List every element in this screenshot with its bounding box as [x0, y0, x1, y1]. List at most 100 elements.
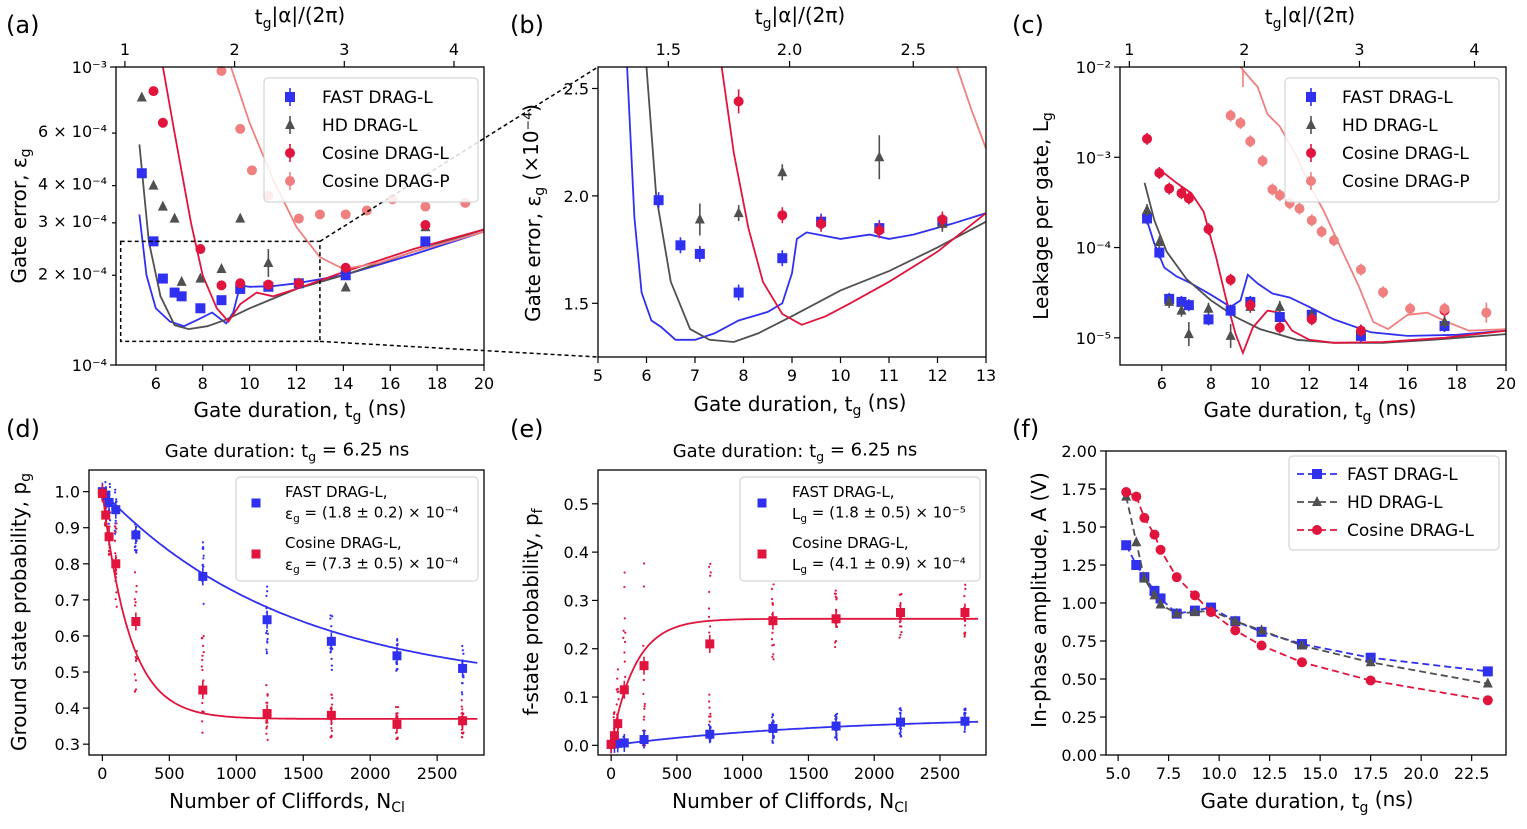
data-point — [216, 280, 227, 291]
data-point — [131, 617, 141, 627]
shot-dot — [331, 697, 334, 700]
data-point — [1176, 188, 1187, 199]
shot-dot — [771, 603, 774, 606]
x-tick-label: 20 — [474, 374, 494, 393]
legend-label: Lg​ = (1.8 ± 0.5) × 10⁻⁵ — [792, 504, 966, 526]
legend-marker — [251, 549, 261, 559]
data-point — [1121, 487, 1132, 498]
data-point — [606, 739, 616, 749]
shot-dot — [461, 682, 464, 685]
legend-marker — [285, 92, 295, 102]
data-point — [1154, 167, 1165, 178]
data-point — [1245, 136, 1256, 147]
x-tick-label: 8 — [198, 374, 208, 393]
data-point — [169, 287, 180, 298]
data-point — [1274, 322, 1285, 333]
top-tick-label: 2.5 — [901, 40, 926, 59]
data-point — [1131, 491, 1142, 502]
data-point — [1306, 215, 1317, 226]
legend-label: εg​ = (1.8 ± 0.2) × 10⁻⁴ — [285, 504, 459, 526]
y-tick-label: 0.2 — [564, 640, 589, 659]
top-tick-label: 2 — [1239, 40, 1249, 59]
shot-dot — [201, 731, 204, 734]
shot-dot — [396, 712, 399, 715]
shot-dot — [834, 589, 837, 592]
y-tick-label: 2.5 — [564, 79, 589, 98]
shot-dot — [108, 485, 112, 489]
panel-label-d: (d) — [6, 415, 40, 443]
data-point — [1155, 598, 1166, 609]
legend-marker — [1306, 176, 1316, 186]
x-tick-label: 7 — [690, 366, 700, 385]
data-point — [960, 608, 970, 617]
y-tick-label: 0.3 — [564, 591, 589, 610]
legend-marker — [285, 119, 295, 129]
y-tick-label: 2.0 — [564, 187, 589, 206]
fit-curve-hd — [645, 66, 987, 343]
data-point — [874, 225, 885, 236]
top-tick-label: 4 — [1469, 40, 1479, 59]
x-tick-label: 0 — [606, 764, 616, 783]
y-tick-label: 0.8 — [55, 555, 80, 574]
shot-dot — [834, 641, 837, 644]
data-point — [340, 262, 351, 273]
legend-label: Cosine DRAG-L, — [285, 534, 402, 552]
data-point — [1154, 236, 1165, 247]
x-tick-label: 1500 — [283, 764, 324, 783]
top-axis-label: tg​|α|/(2π) — [255, 3, 346, 32]
shot-dot — [772, 653, 775, 656]
shot-dot — [330, 664, 333, 667]
y-tick-label: 0.0 — [564, 736, 589, 755]
axes-a — [115, 66, 485, 366]
data-point — [733, 287, 744, 298]
fit-curve-hd — [138, 144, 485, 331]
x-tick-label: 16 — [380, 374, 400, 393]
x-axis-label: Gate duration, tg​ (ns) — [1201, 787, 1414, 816]
shot-dot — [115, 498, 118, 501]
shot-dot — [134, 604, 137, 607]
top-axis-label: tg​|α|/(2π) — [1265, 3, 1356, 32]
shot-dot — [115, 591, 118, 594]
x-tick-label: 2500 — [417, 764, 458, 783]
panel-c: 6810121416182010⁻⁵10⁻⁴10⁻³10⁻²1234tg​|α|… — [1029, 3, 1516, 425]
x-tick-label: 6 — [151, 374, 161, 393]
shot-dot — [202, 644, 205, 647]
zoom-line — [319, 340, 599, 358]
y-tick-label: 0.50 — [1061, 670, 1097, 689]
data-point — [1183, 328, 1194, 339]
y-tick-label: 0.9 — [55, 519, 80, 538]
panel-label-b: (b) — [510, 11, 544, 39]
data-point — [1439, 315, 1450, 326]
shot-dot — [708, 565, 711, 569]
data-point — [1267, 184, 1278, 195]
plot-title: Gate duration: tg​ = 6.25 ns — [673, 439, 918, 463]
data-point — [1176, 304, 1187, 315]
data-point — [263, 279, 274, 290]
data-point — [157, 117, 168, 128]
data-point — [1131, 560, 1142, 570]
y-axis-label: In-phase amplitude, A (V) — [1027, 472, 1051, 728]
fit-curve-fast — [138, 214, 485, 328]
data-point — [1365, 675, 1376, 686]
shot-dot — [835, 738, 839, 741]
shot-dot — [134, 679, 137, 682]
y-axis-label: Gate error, εg​ — [7, 148, 34, 283]
shot-dot — [623, 571, 626, 574]
data-point — [896, 608, 906, 617]
shot-dot — [201, 701, 204, 705]
data-point — [653, 195, 664, 206]
shot-dot — [329, 736, 332, 739]
data-point — [1142, 133, 1153, 144]
legend-marker — [757, 498, 767, 508]
x-tick-label: 20 — [1496, 374, 1516, 393]
x-tick-label: 1000 — [216, 764, 257, 783]
data-point — [1256, 624, 1267, 635]
data-point — [97, 488, 107, 498]
y-tick-label: 1.00 — [1061, 594, 1097, 613]
shot-dot — [708, 693, 711, 696]
data-point — [613, 719, 623, 729]
data-point — [960, 716, 970, 726]
y-tick-label: 0.5 — [55, 663, 80, 682]
x-tick-label: 2000 — [350, 764, 391, 783]
